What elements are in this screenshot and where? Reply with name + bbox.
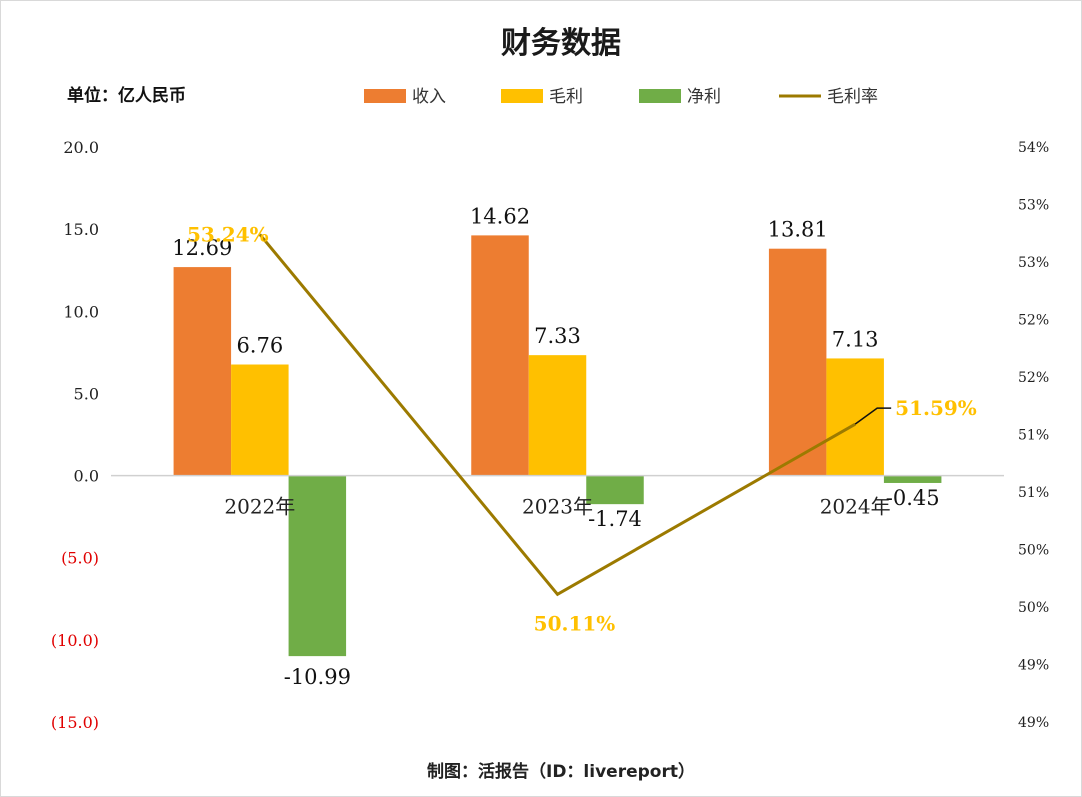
category-label-1: 2023年 [522, 495, 593, 519]
y-tick-label: (5.0) [61, 549, 99, 568]
bar-value-label-1-0: 6.76 [236, 334, 283, 358]
value-labels: 12.69 6.76 -10.99 14.62 7.33 -1.74 13.81 7.13 -0… [172, 204, 977, 689]
y2-tick-label: 53% [1018, 255, 1049, 271]
margin-label-1: 50.11% [534, 611, 616, 635]
bar-0-0 [173, 267, 232, 476]
unit-label: 单位：亿人民币 [67, 85, 186, 106]
y2-tick-label: 53% [1018, 198, 1049, 214]
margin-label-2: 51.59% [895, 396, 977, 420]
y-tick-label: 15.0 [63, 220, 99, 239]
y2-tick-label: 49% [1018, 658, 1049, 674]
chart-title: 财务数据 [501, 26, 621, 61]
bar-value-label-0-1: 14.62 [470, 204, 530, 228]
bar-1-1 [528, 355, 587, 476]
legend-swatch-2 [639, 89, 681, 103]
category-labels: 2022年 2023年 2024年 [224, 495, 890, 519]
bar-value-label-0-2: 13.81 [768, 218, 828, 242]
bar-value-label-1-2: 7.13 [832, 327, 879, 351]
category-label-2: 2024年 [820, 495, 891, 519]
y2-tick-label: 52% [1018, 313, 1049, 329]
bar-2-2 [883, 475, 942, 483]
bar-1-0 [231, 364, 289, 476]
y-tick-label: 0.0 [74, 467, 99, 486]
margin-label-leader [854, 407, 892, 425]
y-tick-label: (10.0) [51, 631, 99, 650]
legend-label-2: 净利 [687, 87, 721, 107]
bar-series [173, 235, 942, 657]
legend-label-line: 毛利率 [827, 87, 878, 107]
bar-value-label-2-1: -1.74 [588, 507, 642, 531]
bar-value-label-2-0: -10.99 [284, 665, 351, 689]
y2-tick-label: 52% [1018, 370, 1049, 386]
margin-label-0: 53.24% [187, 222, 269, 246]
legend-swatch-1 [501, 89, 543, 103]
legend-label-0: 收入 [412, 87, 446, 107]
bar-2-1 [586, 475, 644, 505]
margin-line [258, 233, 856, 597]
margin-line-series [258, 233, 892, 597]
y2-tick-label: 51% [1018, 428, 1049, 444]
y-tick-label: (15.0) [51, 713, 99, 732]
footer-credit: 制图：活报告（ID：livereport） [427, 761, 695, 782]
legend: 收入 毛利 净利 毛利率 [364, 87, 878, 107]
legend-swatch-0 [364, 89, 406, 103]
bar-value-label-2-2: -0.45 [886, 486, 940, 510]
bar-0-1 [471, 235, 529, 476]
y-axis-left: 20.0 15.0 10.0 5.0 0.0 (5.0) (10.0) (15.0) [51, 138, 99, 732]
category-label-0: 2022年 [224, 495, 295, 519]
legend-label-1: 毛利 [549, 87, 583, 107]
y-tick-label: 5.0 [74, 384, 99, 403]
bar-2-0 [288, 475, 347, 657]
y2-tick-label: 50% [1018, 600, 1049, 616]
y2-tick-label: 51% [1018, 485, 1049, 501]
y2-tick-label: 54% [1018, 140, 1049, 156]
y-tick-label: 10.0 [63, 302, 99, 321]
y-axis-right: 54% 53% 53% 52% 52% 51% 51% 50% 50% 49% 49% [1018, 140, 1049, 731]
y2-tick-label: 49% [1018, 715, 1049, 731]
bar-1-2 [826, 358, 884, 476]
y-tick-label: 20.0 [63, 138, 99, 157]
bar-value-label-1-1: 7.33 [534, 324, 581, 348]
bar-value-label-0-0: 12.69 [172, 236, 232, 260]
bar-0-2 [768, 248, 827, 476]
y2-tick-label: 50% [1018, 543, 1049, 559]
